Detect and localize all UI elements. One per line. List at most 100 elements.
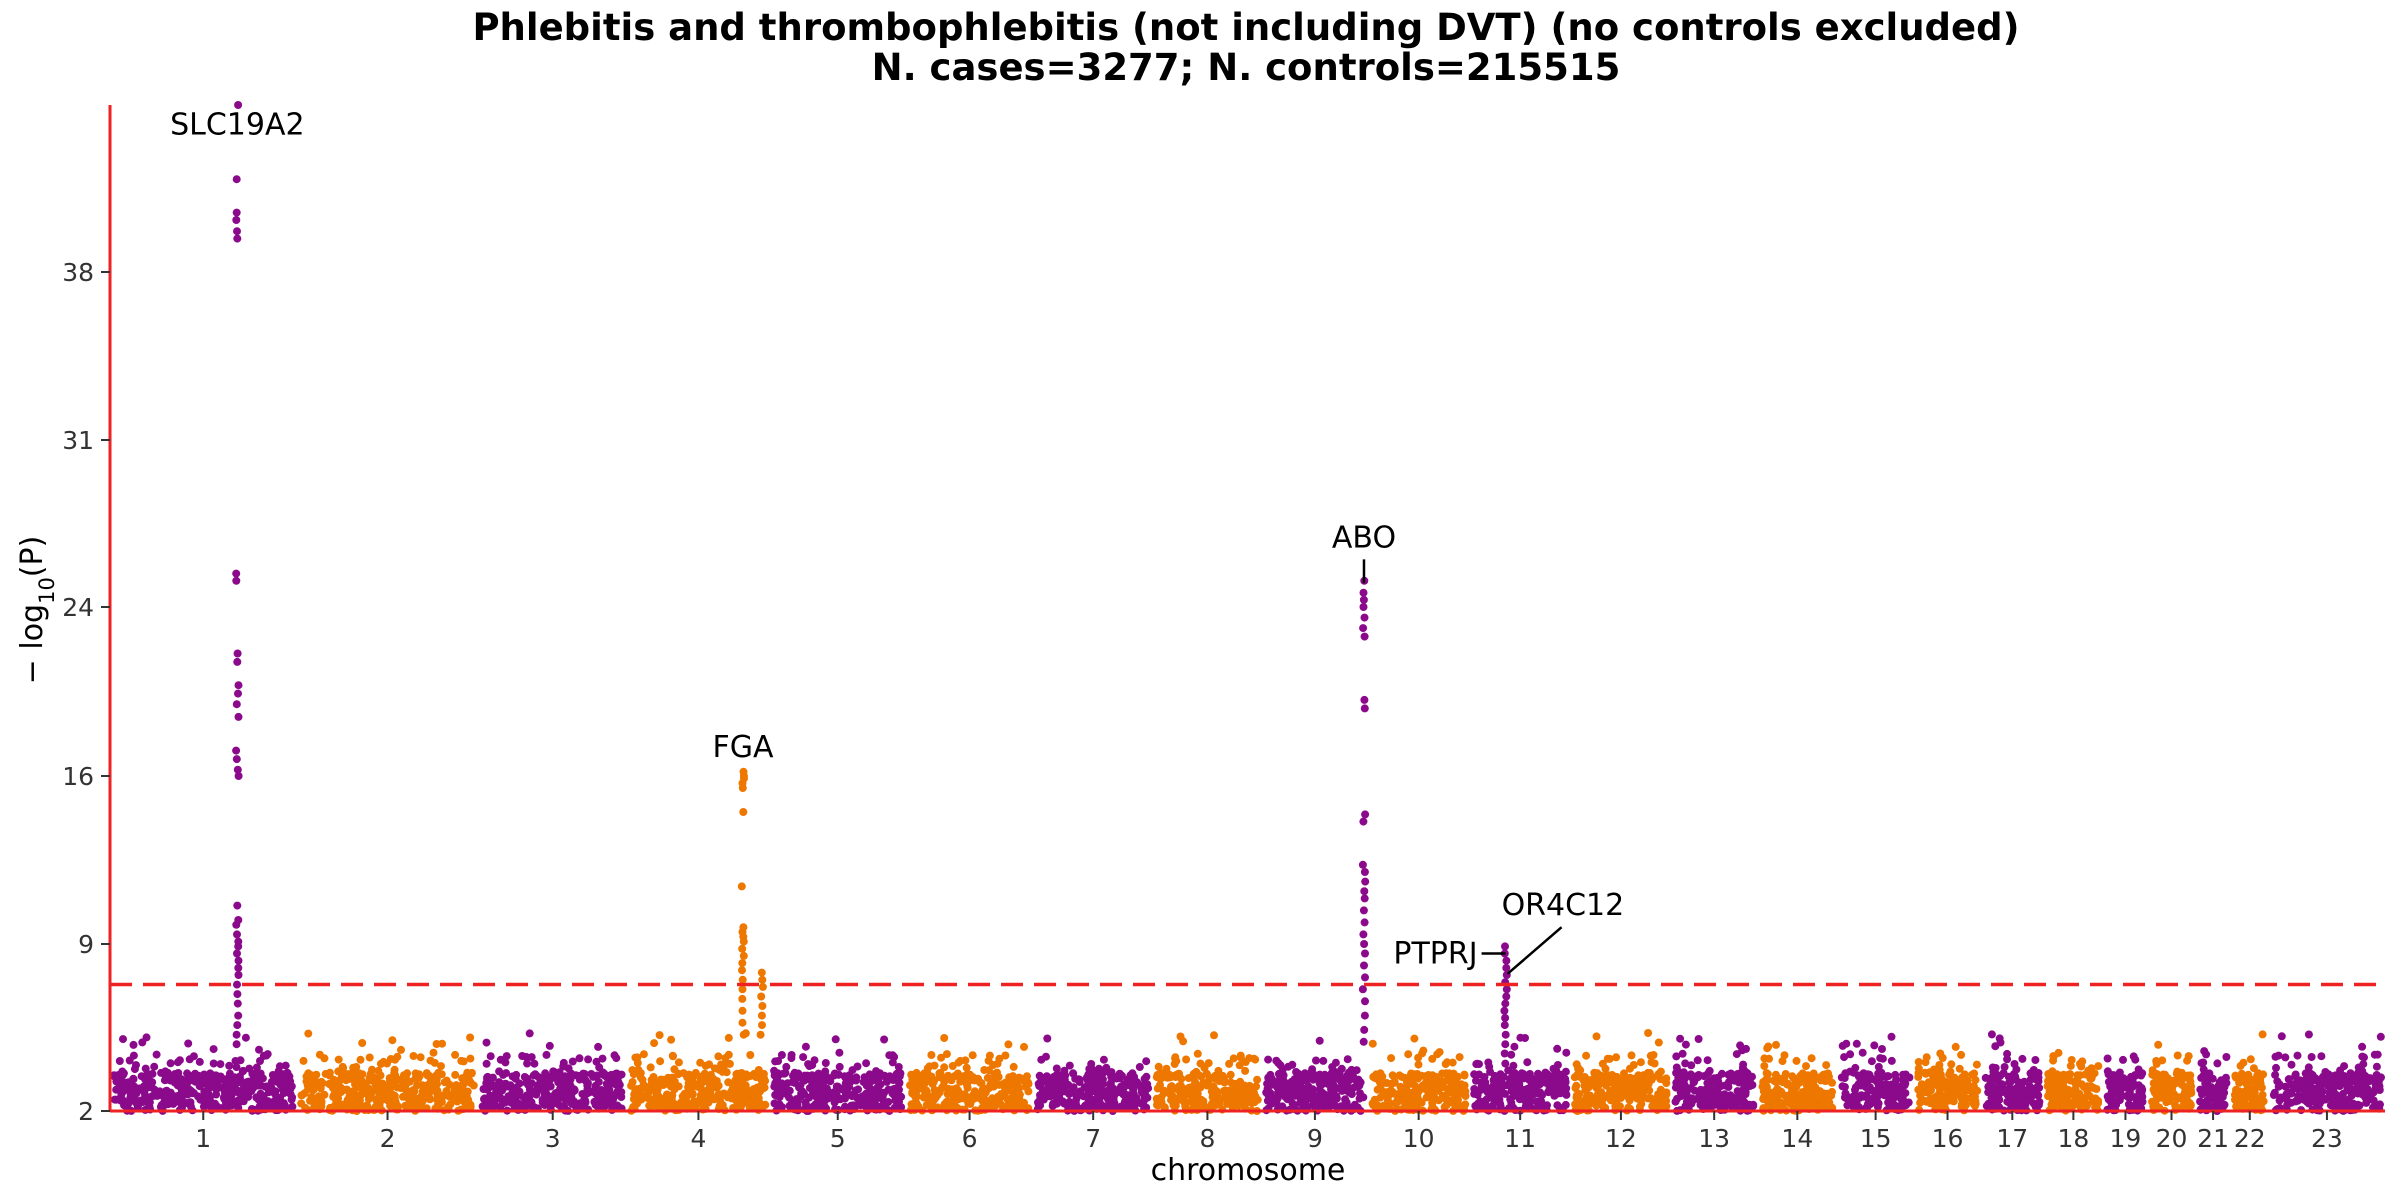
data-point <box>358 1039 366 1047</box>
data-point <box>1443 1058 1451 1066</box>
data-point <box>306 1080 314 1088</box>
data-point <box>1993 1096 2001 1104</box>
data-point <box>940 1063 948 1071</box>
data-point <box>1194 1050 1202 1058</box>
data-point <box>232 1057 240 1065</box>
data-point <box>1361 614 1369 622</box>
data-point <box>617 1088 625 1096</box>
data-point <box>2135 1081 2143 1089</box>
data-point <box>836 1063 844 1071</box>
data-point <box>602 1071 610 1079</box>
data-point <box>409 1086 417 1094</box>
data-point <box>2372 1085 2380 1093</box>
data-point <box>1573 1097 1581 1105</box>
data-point <box>1309 1076 1317 1084</box>
data-point <box>1952 1043 1960 1051</box>
data-point <box>808 1061 816 1069</box>
data-point <box>739 1007 747 1015</box>
data-point <box>234 1000 242 1008</box>
data-point <box>1391 1079 1399 1087</box>
data-point <box>1072 1088 1080 1096</box>
data-point <box>451 1084 459 1092</box>
data-point <box>1010 1063 1018 1071</box>
data-point <box>1180 1094 1188 1102</box>
data-point <box>288 1082 296 1090</box>
data-point <box>1921 1069 1929 1077</box>
data-point <box>1521 1034 1529 1042</box>
data-point <box>183 1088 191 1096</box>
data-point <box>1803 1081 1811 1089</box>
data-point <box>318 1078 326 1086</box>
data-point <box>2018 1055 2026 1063</box>
data-point <box>1644 1029 1652 1037</box>
data-point <box>1970 1070 1978 1078</box>
data-point <box>1734 1090 1742 1098</box>
data-point <box>1769 1099 1777 1107</box>
data-point <box>487 1052 495 1060</box>
data-point <box>852 1073 860 1081</box>
data-point <box>2361 1093 2369 1101</box>
data-point <box>697 1085 705 1093</box>
data-point <box>233 700 241 708</box>
data-point <box>612 1070 620 1078</box>
data-point <box>512 1075 520 1083</box>
data-point <box>2003 1086 2011 1094</box>
data-point <box>666 1075 674 1083</box>
data-point <box>401 1085 409 1093</box>
data-point <box>550 1068 558 1076</box>
data-point <box>757 1031 765 1039</box>
data-point <box>725 1034 733 1042</box>
data-point <box>1589 1095 1597 1103</box>
data-point <box>2119 1056 2127 1064</box>
data-point <box>1071 1075 1079 1083</box>
data-point <box>276 1062 284 1070</box>
data-point <box>275 1102 283 1110</box>
data-point <box>2235 1079 2243 1087</box>
data-point <box>1155 1063 1163 1071</box>
data-point <box>815 1074 823 1082</box>
data-point <box>502 1069 510 1077</box>
data-point <box>2374 1051 2382 1059</box>
x-tick-label: 2 <box>380 1124 396 1153</box>
data-point <box>758 969 766 977</box>
data-point <box>1264 1085 1272 1093</box>
data-point <box>131 1065 139 1073</box>
data-point <box>1804 1071 1812 1079</box>
data-point <box>761 1101 769 1109</box>
data-point <box>1360 940 1368 948</box>
data-point <box>1580 1097 1588 1105</box>
data-point <box>1099 1075 1107 1083</box>
data-point <box>650 1039 658 1047</box>
data-point <box>1501 1060 1509 1068</box>
data-point <box>228 1081 236 1089</box>
data-point <box>1360 1038 1368 1046</box>
data-point <box>1330 1074 1338 1082</box>
data-point <box>556 1084 564 1092</box>
data-point <box>2198 1086 2206 1094</box>
data-point <box>690 1098 698 1106</box>
data-point <box>382 1089 390 1097</box>
data-point <box>2086 1092 2094 1100</box>
data-point <box>243 1086 251 1094</box>
data-point <box>1510 1043 1518 1051</box>
data-point <box>650 1101 658 1109</box>
data-point <box>1411 1103 1419 1111</box>
data-point <box>1725 1071 1733 1079</box>
data-point <box>2278 1032 2286 1040</box>
data-point <box>710 1095 718 1103</box>
data-point <box>1172 1057 1180 1065</box>
data-point <box>392 1098 400 1106</box>
data-point <box>2207 1083 2215 1091</box>
data-point <box>918 1072 926 1080</box>
data-point <box>1128 1069 1136 1077</box>
data-point <box>461 1096 469 1104</box>
data-point <box>377 1072 385 1080</box>
data-point <box>233 755 241 763</box>
data-point <box>380 1082 388 1090</box>
data-point <box>1680 1068 1688 1076</box>
data-point <box>411 1094 419 1102</box>
data-point <box>2153 1075 2161 1083</box>
data-point <box>890 1053 898 1061</box>
data-point <box>872 1076 880 1084</box>
data-point <box>2000 1069 2008 1077</box>
